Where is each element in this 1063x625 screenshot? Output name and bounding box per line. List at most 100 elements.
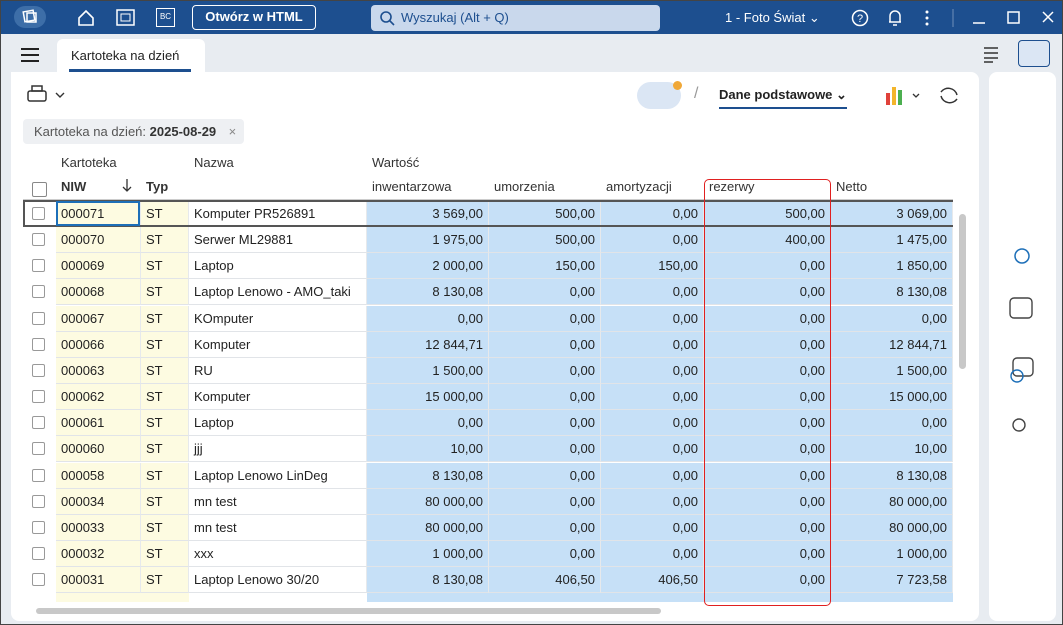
table-cell[interactable]: 150,00 bbox=[601, 253, 704, 280]
table-cell[interactable]: ST bbox=[141, 540, 189, 567]
table-cell[interactable]: ST bbox=[141, 331, 189, 358]
table-cell[interactable]: 0,00 bbox=[601, 305, 704, 332]
table-cell[interactable]: 000034 bbox=[56, 488, 141, 515]
share-button[interactable] bbox=[1018, 40, 1050, 67]
panel-icon[interactable] bbox=[115, 8, 137, 28]
filter-chip[interactable]: Kartoteka na dzień: 2025-08-29 × bbox=[23, 119, 245, 144]
table-cell[interactable]: ST bbox=[141, 279, 189, 306]
side-icons[interactable] bbox=[1007, 240, 1037, 440]
table-cell[interactable]: 12 844,71 bbox=[831, 331, 953, 358]
table-cell[interactable]: 0,00 bbox=[704, 410, 831, 437]
table-cell[interactable]: 0,00 bbox=[831, 305, 953, 332]
table-cell[interactable]: Laptop bbox=[189, 253, 367, 280]
table-cell[interactable]: 0,00 bbox=[704, 253, 831, 280]
column-header[interactable]: Typ bbox=[146, 179, 169, 194]
table-cell[interactable]: RU bbox=[189, 357, 367, 384]
table-cell[interactable]: 500,00 bbox=[489, 201, 601, 227]
table-cell[interactable]: 0,00 bbox=[489, 436, 601, 463]
table-cell[interactable]: 000067 bbox=[56, 305, 141, 332]
table-cell[interactable]: 8 130,08 bbox=[367, 462, 489, 489]
tab[interactable]: Kartoteka na dzień bbox=[57, 39, 205, 72]
table-cell[interactable]: 0,00 bbox=[704, 331, 831, 358]
table-cell[interactable]: 3 069,00 bbox=[831, 201, 953, 227]
table-cell[interactable]: 8 130,08 bbox=[367, 567, 489, 594]
row-checkbox[interactable] bbox=[32, 233, 45, 247]
table-cell[interactable]: 000060 bbox=[56, 436, 141, 463]
h-scrollbar[interactable] bbox=[36, 608, 661, 614]
row-checkbox[interactable] bbox=[32, 311, 45, 325]
table-cell[interactable]: 406,50 bbox=[489, 567, 601, 594]
table-cell[interactable]: 80 000,00 bbox=[367, 514, 489, 541]
table-cell[interactable]: 000063 bbox=[56, 357, 141, 384]
table-cell[interactable]: KOmputer bbox=[189, 305, 367, 332]
table-cell[interactable]: 0,00 bbox=[704, 514, 831, 541]
table-cell[interactable]: 0,00 bbox=[601, 357, 704, 384]
table-cell[interactable]: 0,00 bbox=[367, 305, 489, 332]
table-cell[interactable]: 0,00 bbox=[601, 514, 704, 541]
table-cell[interactable]: xxx bbox=[189, 540, 367, 567]
table-cell[interactable]: 0,00 bbox=[601, 331, 704, 358]
row-checkbox[interactable] bbox=[32, 573, 45, 587]
table-cell[interactable]: 1 000,00 bbox=[367, 540, 489, 567]
table-cell[interactable]: 1 500,00 bbox=[367, 357, 489, 384]
table-cell[interactable]: 80 000,00 bbox=[831, 488, 953, 515]
table-cell[interactable]: 0,00 bbox=[489, 357, 601, 384]
table-cell[interactable]: 8 130,08 bbox=[367, 279, 489, 306]
table-cell[interactable]: ST bbox=[141, 488, 189, 515]
table-cell[interactable]: 0,00 bbox=[601, 488, 704, 515]
row-checkbox[interactable] bbox=[32, 207, 45, 220]
table-cell[interactable]: 1 975,00 bbox=[367, 227, 489, 254]
table-cell[interactable]: 80 000,00 bbox=[367, 488, 489, 515]
table-cell[interactable]: 0,00 bbox=[489, 462, 601, 489]
table-cell[interactable]: Komputer PR526891 bbox=[189, 201, 367, 227]
bell-icon[interactable] bbox=[887, 8, 903, 28]
table-cell[interactable]: 0,00 bbox=[601, 410, 704, 437]
row-checkbox[interactable] bbox=[32, 285, 45, 299]
table-cell[interactable]: Komputer bbox=[189, 331, 367, 358]
table-cell[interactable]: 0,00 bbox=[704, 540, 831, 567]
table-cell[interactable]: 000031 bbox=[56, 567, 141, 594]
table-cell[interactable]: 0,00 bbox=[601, 436, 704, 463]
table-cell[interactable]: 000069 bbox=[56, 253, 141, 280]
row-checkbox[interactable] bbox=[32, 363, 45, 377]
column-header[interactable]: umorzenia bbox=[494, 179, 555, 194]
table-cell[interactable]: 12 844,71 bbox=[367, 331, 489, 358]
table-cell[interactable]: 0,00 bbox=[601, 279, 704, 306]
table-cell[interactable]: 406,50 bbox=[601, 567, 704, 594]
table-cell[interactable]: ST bbox=[141, 462, 189, 489]
table-cell[interactable]: 000070 bbox=[56, 227, 141, 254]
table-cell[interactable]: 1 475,00 bbox=[831, 227, 953, 254]
table-cell[interactable]: Laptop Lenowo LinDeg bbox=[189, 462, 367, 489]
table-cell[interactable]: 000032 bbox=[56, 540, 141, 567]
chart-refresh-buttons[interactable] bbox=[883, 83, 973, 109]
table-cell[interactable]: ST bbox=[141, 410, 189, 437]
table-cell[interactable]: 0,00 bbox=[704, 305, 831, 332]
table-cell[interactable]: ST bbox=[141, 305, 189, 332]
open-html-button[interactable]: Otwórz w HTML bbox=[192, 5, 316, 30]
table-cell[interactable]: ST bbox=[141, 436, 189, 463]
table-cell[interactable]: 0,00 bbox=[601, 227, 704, 254]
table-cell[interactable]: Komputer bbox=[189, 384, 367, 411]
bc-icon[interactable]: BC bbox=[156, 8, 175, 27]
table-cell[interactable]: 000061 bbox=[56, 410, 141, 437]
table-cell[interactable]: 1 000,00 bbox=[831, 540, 953, 567]
table-cell[interactable]: 0,00 bbox=[601, 384, 704, 411]
table-cell[interactable]: 10,00 bbox=[367, 436, 489, 463]
table-cell[interactable]: 0,00 bbox=[704, 567, 831, 594]
table-cell[interactable]: jjj bbox=[189, 436, 367, 463]
search-box[interactable]: Wyszukaj (Alt + Q) bbox=[371, 5, 660, 31]
help-icon[interactable]: ? bbox=[851, 9, 869, 27]
table-cell[interactable]: 0,00 bbox=[704, 462, 831, 489]
window-controls[interactable] bbox=[951, 7, 1061, 29]
table-cell[interactable]: 15 000,00 bbox=[831, 384, 953, 411]
table-cell[interactable]: 400,00 bbox=[704, 227, 831, 254]
table-cell[interactable]: 1 850,00 bbox=[831, 253, 953, 280]
menu-icon[interactable] bbox=[21, 48, 39, 62]
table-cell[interactable]: 8 130,08 bbox=[831, 462, 953, 489]
app-logo[interactable] bbox=[13, 5, 47, 29]
column-header[interactable]: NIW bbox=[61, 179, 87, 194]
table-cell[interactable]: 0,00 bbox=[831, 410, 953, 437]
table-cell[interactable]: ST bbox=[141, 201, 189, 227]
table-cell[interactable]: 0,00 bbox=[704, 488, 831, 515]
table-cell[interactable]: ST bbox=[141, 253, 189, 280]
